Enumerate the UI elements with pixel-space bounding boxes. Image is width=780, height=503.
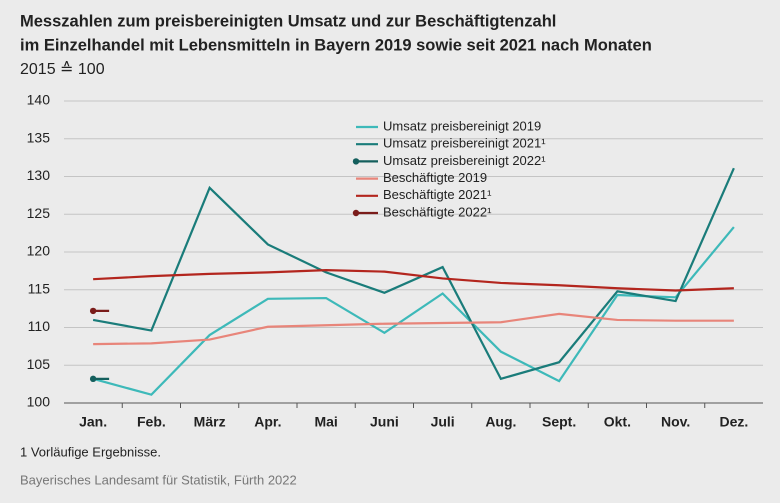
x-tick-label: Juni xyxy=(370,414,399,430)
x-tick-label: Apr. xyxy=(254,414,281,430)
legend-swatch xyxy=(352,209,360,217)
x-tick-label: Dez. xyxy=(719,414,748,430)
legend-label: Beschäftigte 2021¹ xyxy=(383,187,492,202)
y-tick-label: 125 xyxy=(27,205,51,221)
source: Bayerisches Landesamt für Statistik, Für… xyxy=(20,472,297,487)
y-tick-label: 120 xyxy=(27,243,51,259)
x-tick-label: Nov. xyxy=(661,414,690,430)
chart-title: Messzahlen zum preisbereinigten Umsatz u… xyxy=(20,12,556,30)
y-tick-label: 100 xyxy=(27,394,51,410)
footnote: 1 Vorläufige Ergebnisse. xyxy=(20,444,161,459)
point xyxy=(89,375,97,383)
y-tick-label: 140 xyxy=(27,92,51,108)
x-tick-label: Mai xyxy=(314,414,337,430)
x-tick-label: Feb. xyxy=(137,414,166,430)
y-tick-label: 130 xyxy=(27,167,51,183)
series-line xyxy=(93,312,734,346)
series-line xyxy=(92,226,735,396)
series-line xyxy=(93,269,734,292)
legend-label: Umsatz preisbereinigt 2019 xyxy=(383,118,541,133)
y-tick-label: 135 xyxy=(27,129,51,145)
chart-subtitle: 2015 ≙ 100 xyxy=(20,61,105,78)
legend-label: Umsatz preisbereinigt 2022¹ xyxy=(383,153,546,168)
x-tick-label: Sept. xyxy=(542,414,576,430)
series-line xyxy=(92,167,735,381)
x-tick-label: Jan. xyxy=(79,414,107,430)
point xyxy=(89,307,97,315)
chart-title: im Einzelhandel mit Lebensmitteln in Bay… xyxy=(20,36,652,54)
x-tick-label: Juli xyxy=(431,414,455,430)
legend-label: Beschäftigte 2022¹ xyxy=(383,204,492,219)
legend-swatch xyxy=(352,158,360,165)
y-tick-label: 115 xyxy=(28,280,51,296)
y-tick-label: 105 xyxy=(27,356,51,372)
legend-label: Umsatz preisbereinigt 2021¹ xyxy=(383,136,546,151)
x-tick-label: Okt. xyxy=(604,414,631,430)
x-tick-label: März xyxy=(194,414,226,430)
legend-label: Beschäftigte 2019 xyxy=(383,170,487,185)
x-tick-label: Aug. xyxy=(485,414,516,430)
y-tick-label: 110 xyxy=(28,318,51,334)
